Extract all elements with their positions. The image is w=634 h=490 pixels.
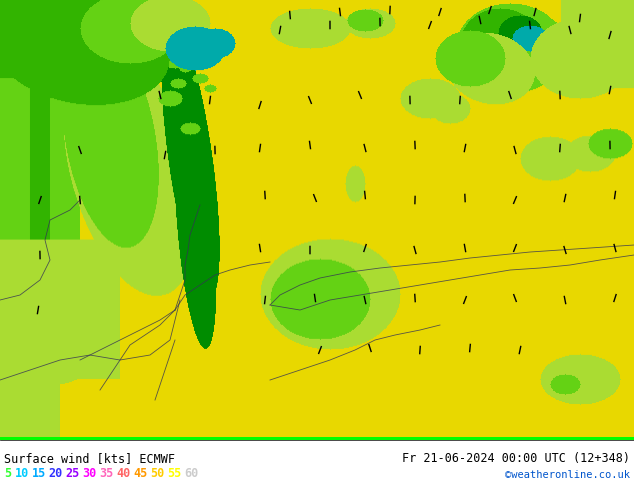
- Text: 20: 20: [48, 467, 63, 480]
- Text: 10: 10: [15, 467, 29, 480]
- Text: Fr 21-06-2024 00:00 UTC (12+348): Fr 21-06-2024 00:00 UTC (12+348): [402, 452, 630, 465]
- Text: 15: 15: [32, 467, 46, 480]
- Text: 30: 30: [82, 467, 97, 480]
- Text: 35: 35: [100, 467, 113, 480]
- Text: 40: 40: [117, 467, 131, 480]
- Text: 45: 45: [134, 467, 148, 480]
- Text: 50: 50: [150, 467, 165, 480]
- Text: 5: 5: [4, 467, 11, 480]
- Text: Surface wind [kts] ECMWF: Surface wind [kts] ECMWF: [4, 452, 175, 465]
- Text: 25: 25: [65, 467, 80, 480]
- Text: 60: 60: [184, 467, 198, 480]
- Text: ©weatheronline.co.uk: ©weatheronline.co.uk: [505, 470, 630, 480]
- Text: 55: 55: [167, 467, 182, 480]
